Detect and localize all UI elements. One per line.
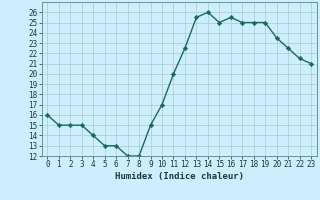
X-axis label: Humidex (Indice chaleur): Humidex (Indice chaleur)	[115, 172, 244, 181]
